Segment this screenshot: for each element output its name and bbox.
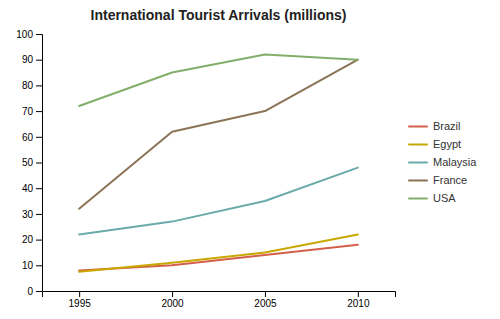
legend-label: France: [433, 174, 467, 186]
y-axis-tick: 70: [22, 106, 42, 117]
y-axis-tick: 90: [22, 54, 42, 65]
title: International Tourist Arrivals (millions…: [91, 7, 347, 23]
legend-item: USA: [409, 192, 456, 204]
y-axis-tick: 20: [22, 234, 42, 245]
series-line: [79, 55, 358, 106]
y-axis-tick-mark: [36, 291, 42, 292]
legend-item: France: [409, 174, 467, 186]
x-axis-tick-label: 2010: [347, 298, 370, 309]
y-axis-tick-label: 90: [22, 54, 34, 65]
y-axis-tick-label: 60: [22, 132, 34, 143]
y-axis-tick-label: 0: [27, 286, 33, 297]
y-axis-tick-mark: [36, 163, 42, 164]
legend-swatch: [409, 162, 427, 164]
x-axis-tick-label: 2005: [254, 298, 277, 309]
x-axis-tick: 2010: [347, 291, 370, 309]
y-axis-tick: 30: [22, 209, 42, 220]
y-axis-tick-label: 100: [16, 29, 33, 40]
y-axis-tick: 60: [22, 132, 42, 143]
y-axis-tick: 50: [22, 157, 42, 168]
y-axis-tick-label: 40: [22, 183, 34, 194]
lines: [79, 55, 358, 272]
y-axis-tick: 80: [22, 80, 42, 91]
series-line: [79, 168, 358, 235]
legend-item: Malaysia: [409, 156, 477, 168]
legend-swatch: [409, 180, 427, 182]
series-line: [79, 60, 358, 209]
x-axis: 1995 2000 2005 2010: [43, 291, 396, 309]
legend-item: Egypt: [409, 138, 461, 150]
y-axis-tick-label: 70: [22, 106, 34, 117]
series-line: [79, 234, 358, 271]
legend-label: Brazil: [433, 120, 461, 132]
x-axis-tick-label: 1995: [69, 298, 92, 309]
y-axis-tick-mark: [36, 111, 42, 112]
y-axis-line: [36, 35, 43, 292]
legend-item: Brazil: [409, 120, 461, 132]
x-axis-tick: 2000: [161, 291, 184, 309]
y-axis-tick-label: 20: [22, 234, 34, 245]
y-axis-tick: 100: [16, 29, 42, 40]
y-axis-tick: 0: [27, 286, 42, 297]
legend-label: Malaysia: [433, 156, 477, 168]
y-axis-tick: 40: [22, 183, 42, 194]
x-axis-line: [43, 292, 396, 298]
x-axis-tick-mark: [172, 291, 173, 297]
x-axis-tick-mark: [79, 291, 80, 297]
chart: 1995 2000 2005 2010 0 10 20 30 40 50 60 70 80 90 100 In…: [0, 0, 500, 319]
y-axis-tick-mark: [36, 60, 42, 61]
y-axis-tick-label: 80: [22, 80, 34, 91]
legend: Brazil Egypt Malaysia France USA: [409, 120, 477, 204]
x-axis-tick: 2005: [254, 291, 277, 309]
legend-swatch: [409, 126, 427, 128]
y-axis-tick-mark: [36, 240, 42, 241]
legend-swatch: [409, 144, 427, 146]
x-axis-tick-mark: [265, 291, 266, 297]
y-axis-tick-label: 30: [22, 209, 34, 220]
y-axis-tick-mark: [36, 214, 42, 215]
legend-label: Egypt: [433, 138, 461, 150]
y-axis: 0 10 20 30 40 50 60 70 80 90 100: [16, 29, 42, 297]
y-axis-tick-label: 10: [22, 260, 34, 271]
y-axis-tick-label: 50: [22, 157, 34, 168]
plot: 1995 2000 2005 2010 0 10 20 30 40 50 60 70 80 90 100: [16, 29, 395, 309]
legend-swatch: [409, 198, 427, 200]
y-axis-tick: 10: [22, 260, 42, 271]
y-axis-tick-mark: [36, 265, 42, 266]
legend-label: USA: [433, 192, 456, 204]
x-axis-tick-mark: [358, 291, 359, 297]
y-axis-tick-mark: [36, 137, 42, 138]
x-axis-tick: 1995: [69, 291, 92, 309]
y-axis-tick-mark: [36, 85, 42, 86]
y-axis-tick-mark: [36, 188, 42, 189]
x-axis-tick-label: 2000: [161, 298, 184, 309]
y-axis-tick-mark: [36, 34, 42, 35]
